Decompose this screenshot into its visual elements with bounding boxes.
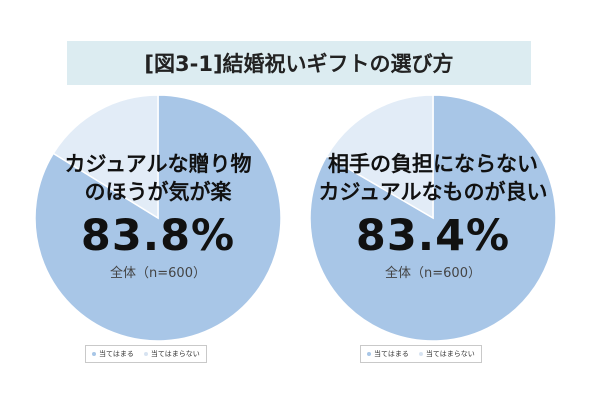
left-headline-line-2: のほうが気が楽 [84,180,232,204]
left-headline-line-1: カジュアルな贈り物 [64,152,252,176]
left-percentage-value: 83.8% [80,211,236,261]
legend-label-not-applies: 当てはまらない [425,350,475,358]
right-legend: 当てはまる 当てはまらない [360,345,482,363]
left-chart-label: カジュアルな贈り物 のほうが気が楽 83.8% 全体（n=600） [65,150,252,281]
right-sample-size: 全体（n=600） [385,266,481,281]
right-chart-label: 相手の負担にならない カジュアルなものが良い 83.4% 全体（n=600） [319,150,548,281]
legend-label-applies: 当てはまる [99,350,134,358]
left-sample-size: 全体（n=600） [110,266,206,281]
legend-item-not-applies: 当てはまらない [143,349,200,359]
legend-swatch-applies [92,352,96,356]
right-headline-line-2: カジュアルなものが良い [318,180,548,204]
legend-swatch-not-applies [418,352,423,356]
left-legend: 当てはまる 当てはまらない [85,345,207,363]
right-percentage-value: 83.4% [355,211,511,261]
chart-title: [図3-1]結婚祝いギフトの選び方 [67,41,531,85]
left-slice-not-applies [52,94,159,220]
legend-label-applies: 当てはまる [374,350,409,358]
right-headline-line-1: 相手の負担にならない [328,152,538,176]
legend-swatch-not-applies [143,352,148,356]
legend-item-applies: 当てはまる [92,349,134,359]
right-slice-not-applies [325,94,434,220]
legend-label-not-applies: 当てはまらない [150,350,200,358]
legend-item-applies: 当てはまる [367,349,409,359]
legend-item-not-applies: 当てはまらない [418,349,475,359]
legend-swatch-applies [367,352,371,356]
right-slice-applies [309,94,557,342]
